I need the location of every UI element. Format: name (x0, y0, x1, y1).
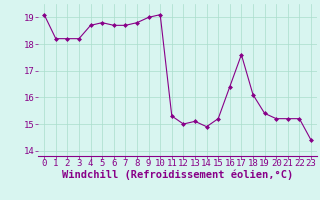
X-axis label: Windchill (Refroidissement éolien,°C): Windchill (Refroidissement éolien,°C) (62, 169, 293, 180)
